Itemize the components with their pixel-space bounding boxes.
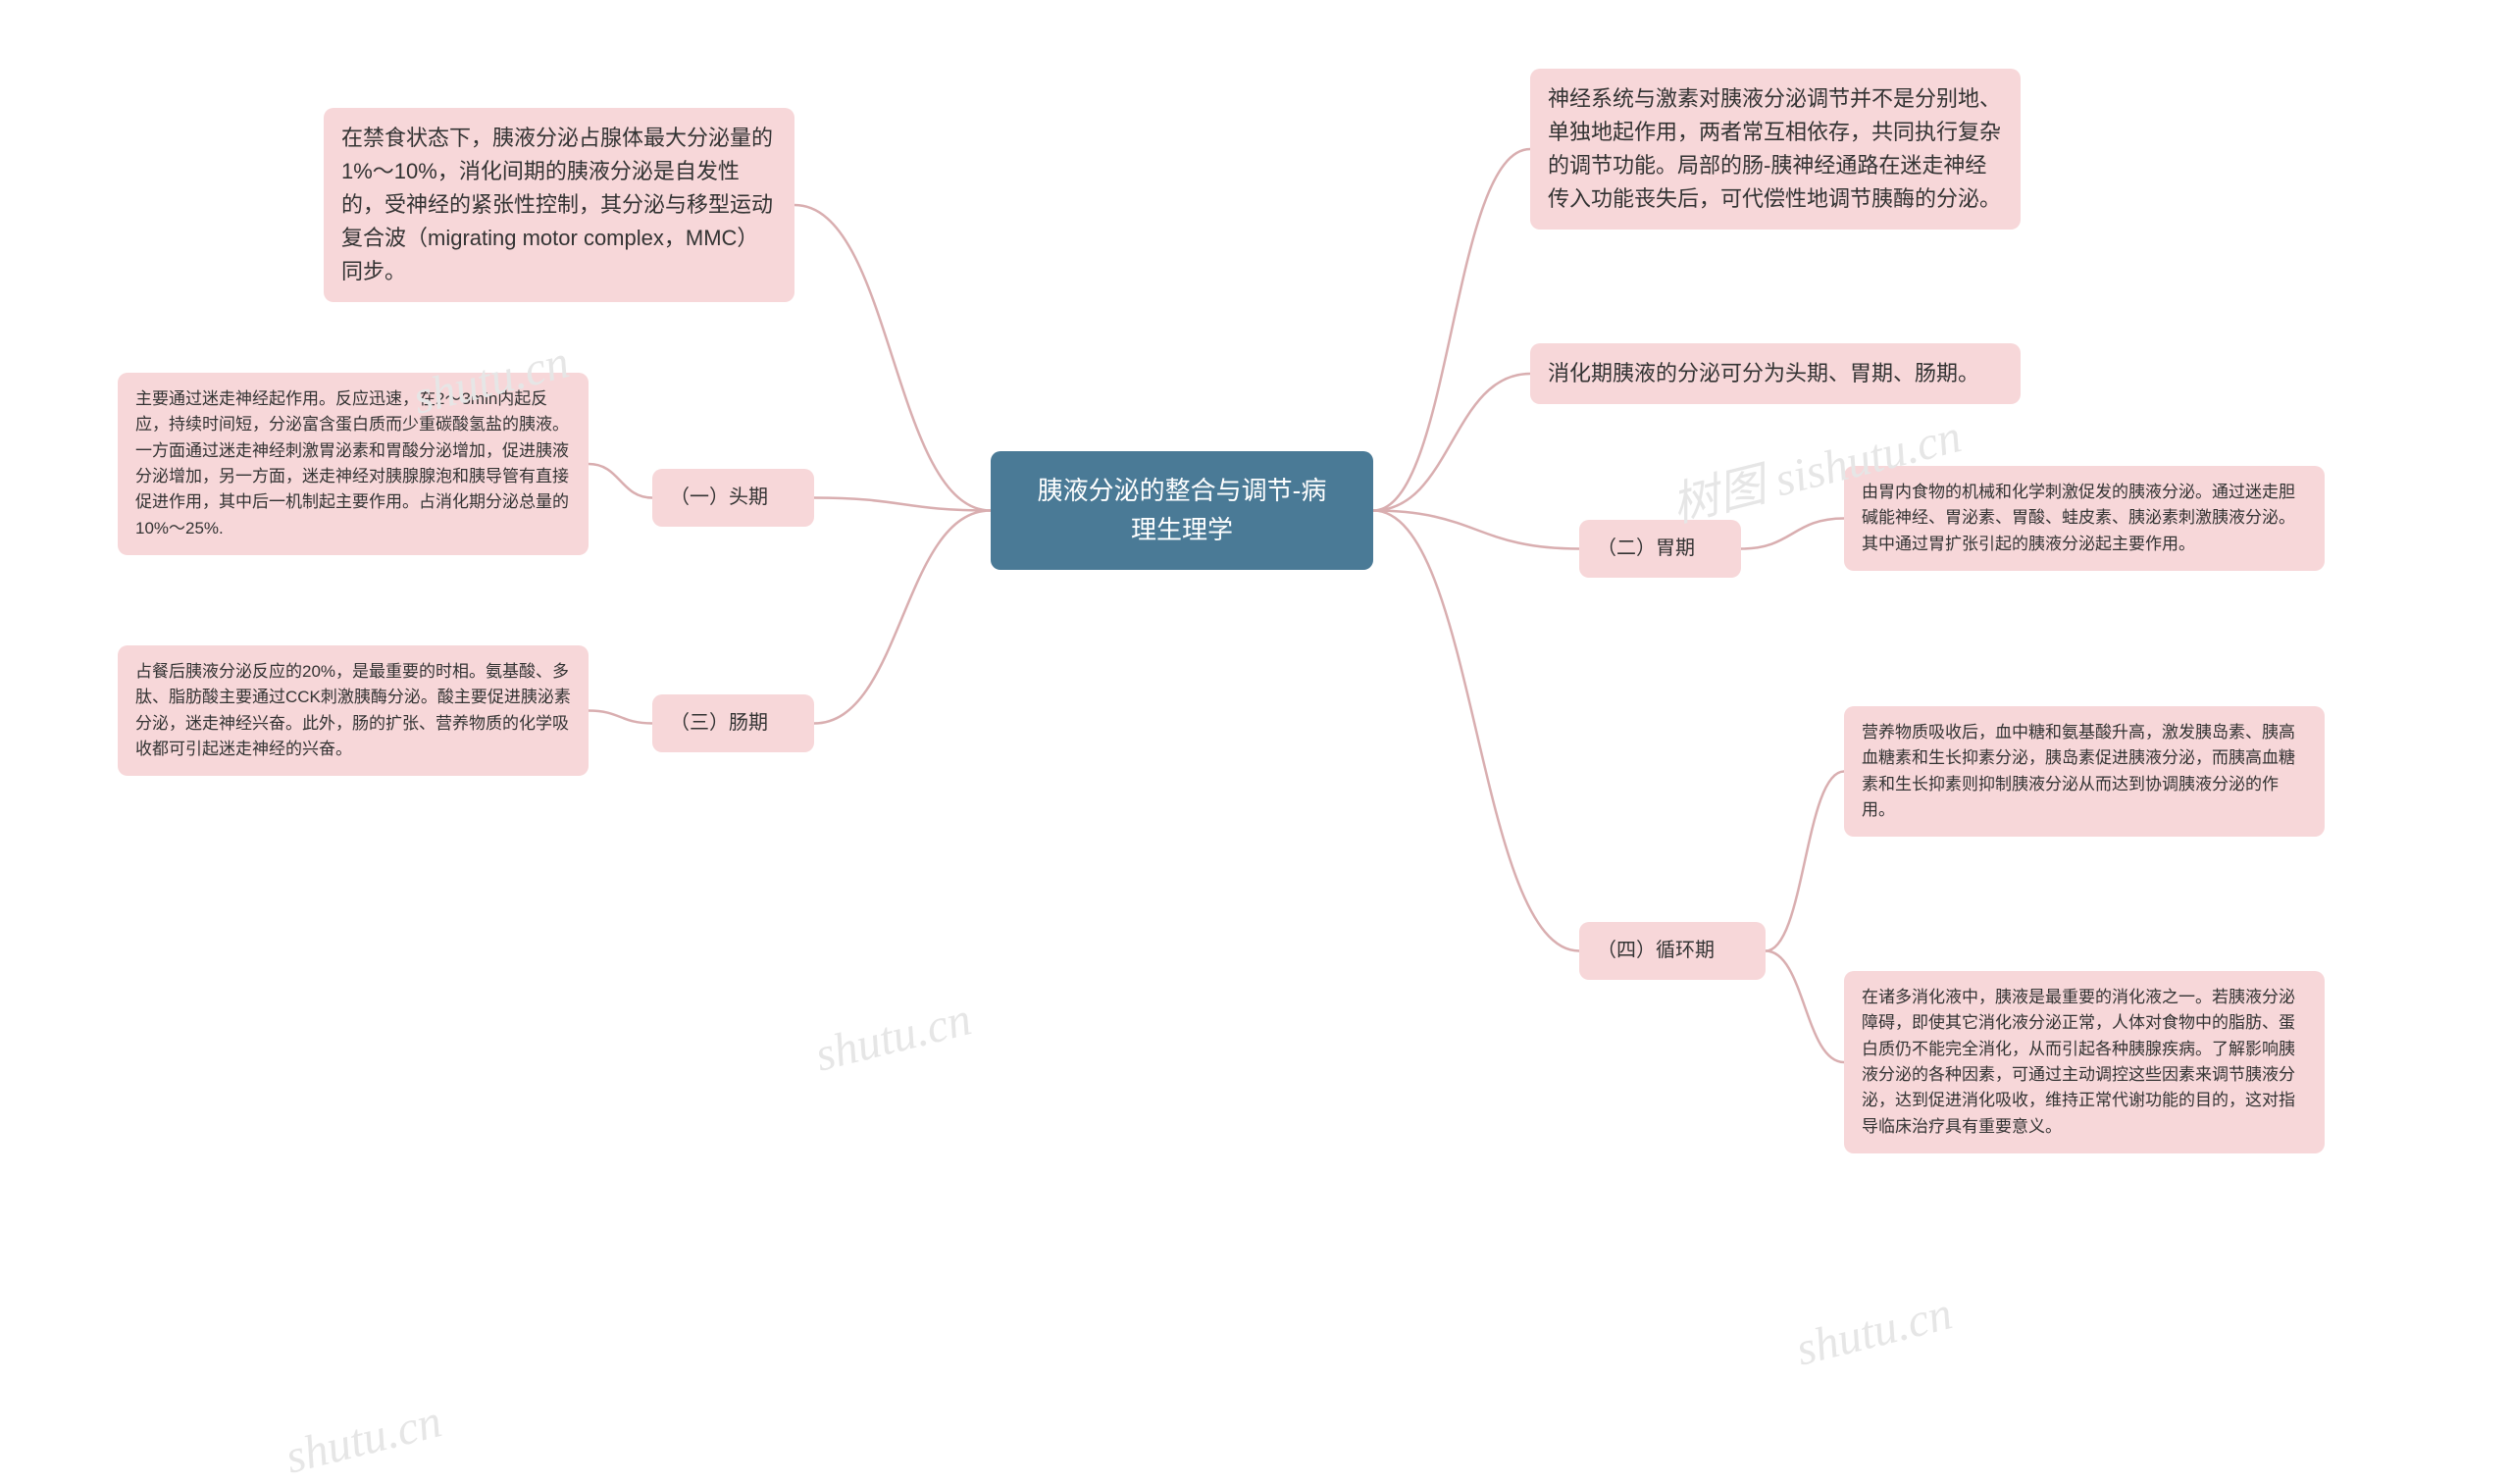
right-intro1-node: 神经系统与激素对胰液分泌调节并不是分别地、单独地起作用，两者常互相依存，共同执行… — [1530, 69, 2021, 230]
right-intro2-node: 消化期胰液的分泌可分为头期、胃期、肠期。 — [1530, 343, 2021, 404]
root-line1: 胰液分泌的整合与调节-病 — [1020, 471, 1344, 510]
root-line2: 理生理学 — [1020, 510, 1344, 549]
phase3-label-node: （三）肠期 — [652, 694, 814, 752]
watermark: shutu.cn — [810, 992, 977, 1082]
watermark: shutu.cn — [281, 1394, 447, 1484]
phase4-label-node: （四）循环期 — [1579, 922, 1766, 980]
phase1-text-node: 主要通过迷走神经起作用。反应迅速，在2～3min内起反应，持续时间短，分泌富含蛋… — [118, 373, 589, 555]
phase4-text1-node: 营养物质吸收后，血中糖和氨基酸升高，激发胰岛素、胰高血糖素和生长抑素分泌，胰岛素… — [1844, 706, 2325, 837]
watermark: shutu.cn — [1791, 1286, 1958, 1376]
phase3-text-node: 占餐后胰液分泌反应的20%，是最重要的时相。氨基酸、多肽、脂肪酸主要通过CCK刺… — [118, 645, 589, 776]
phase2-text-node: 由胃内食物的机械和化学刺激促发的胰液分泌。通过迷走胆碱能神经、胃泌素、胃酸、蛙皮… — [1844, 466, 2325, 571]
phase1-label-node: （一）头期 — [652, 469, 814, 527]
root-node: 胰液分泌的整合与调节-病 理生理学 — [991, 451, 1373, 570]
phase4-text2-node: 在诸多消化液中，胰液是最重要的消化液之一。若胰液分泌障碍，即使其它消化液分泌正常… — [1844, 971, 2325, 1153]
left-intro-node: 在禁食状态下，胰液分泌占腺体最大分泌量的1%～10%，消化间期的胰液分泌是自发性… — [324, 108, 794, 302]
phase2-label-node: （二）胃期 — [1579, 520, 1741, 578]
